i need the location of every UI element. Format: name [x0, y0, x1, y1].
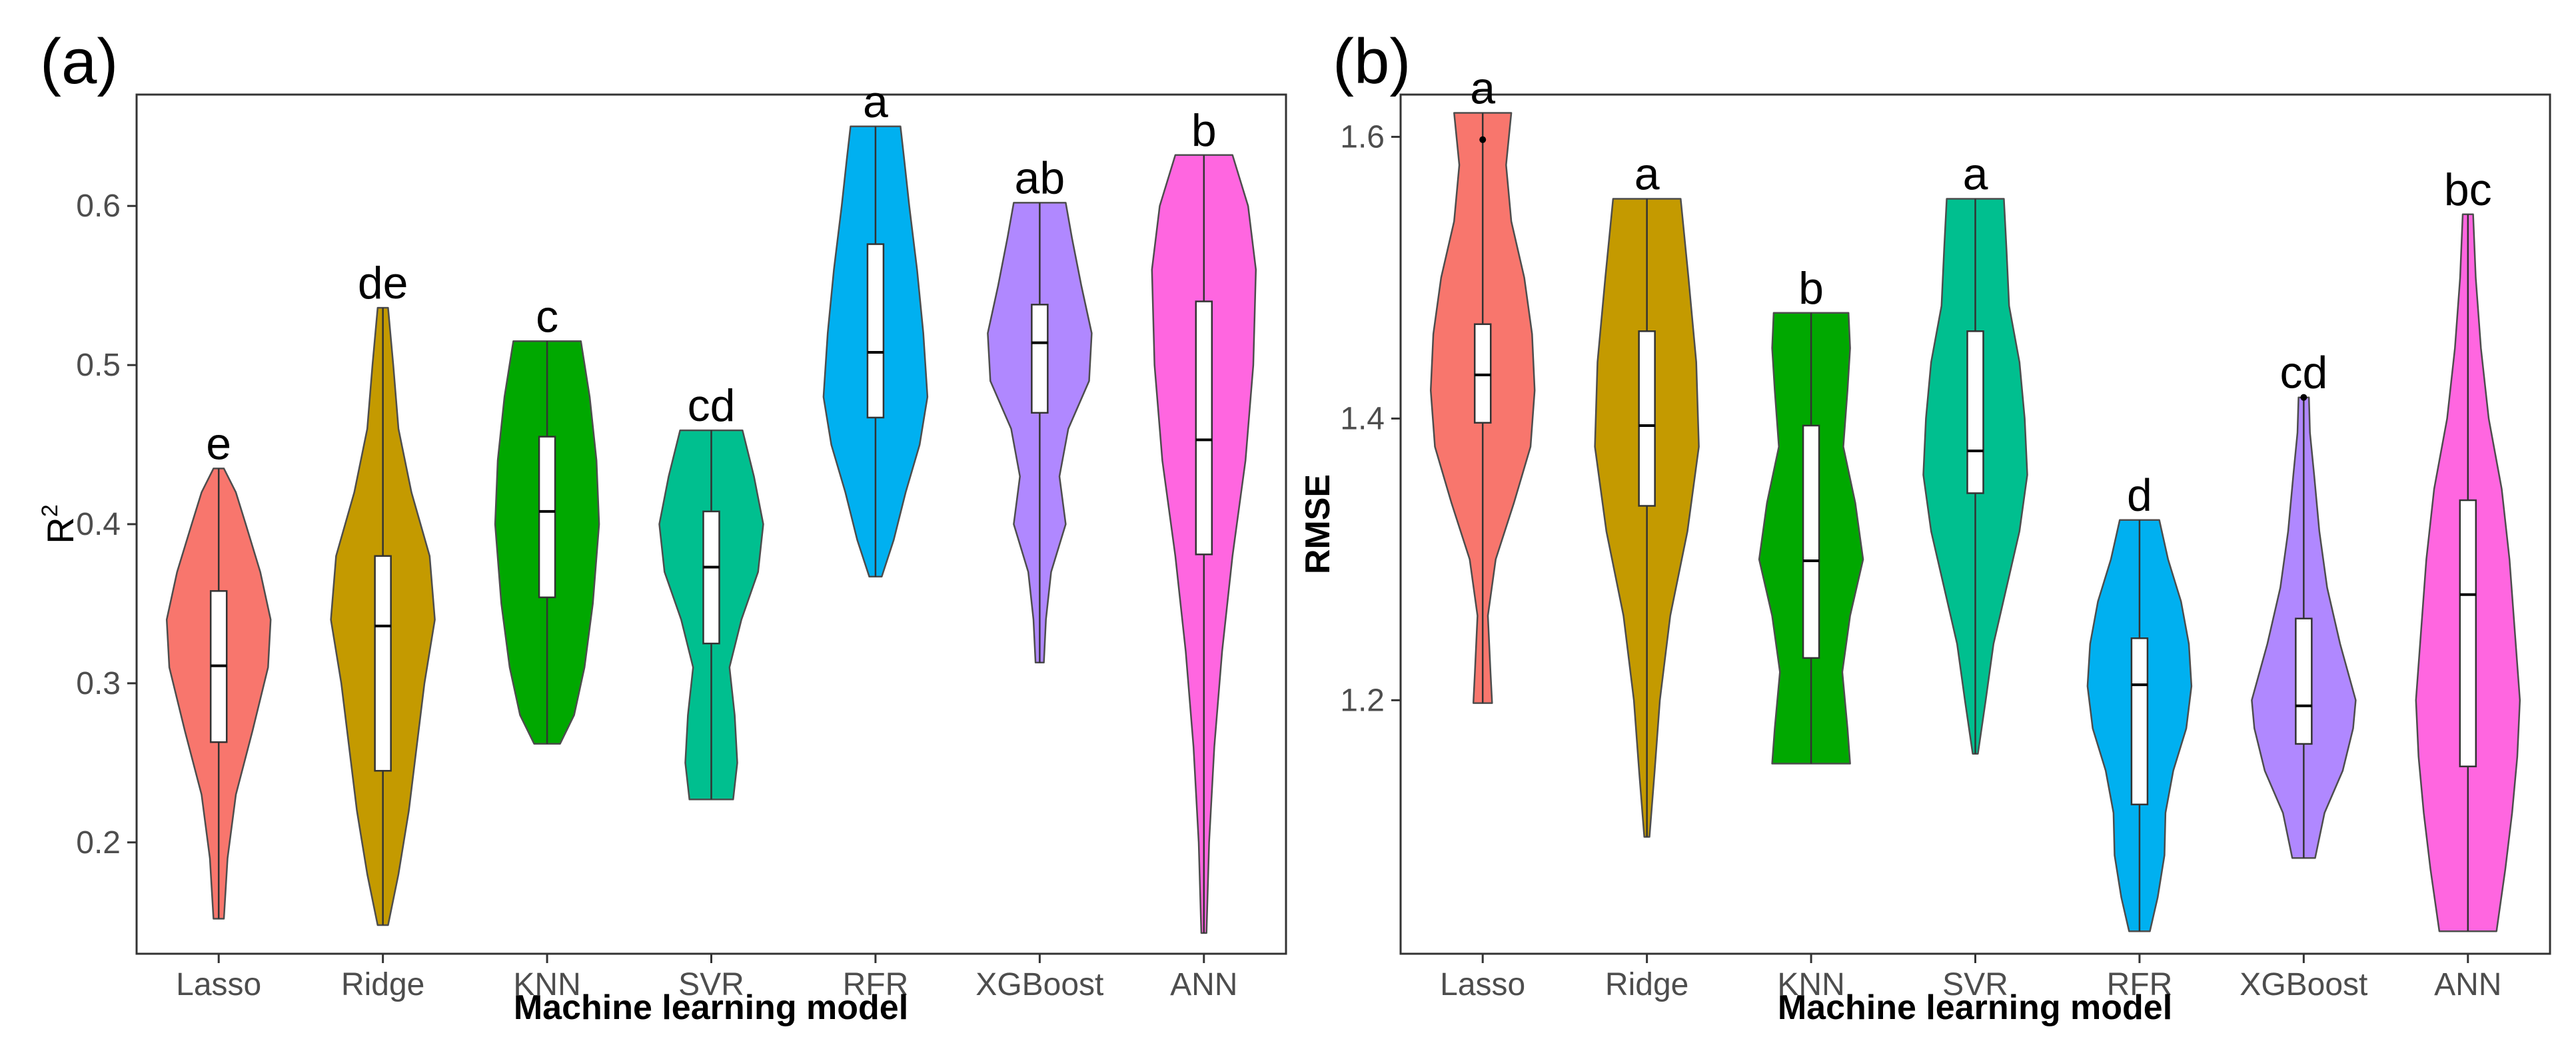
panel-b-box-svr	[1966, 330, 1984, 494]
panel-a-x-tick-label-ridge: Ridge	[341, 967, 424, 1002]
panel-b-y-tick-label: 1.6	[1340, 119, 1385, 155]
panel-b-significance-svr: a	[1963, 149, 1988, 199]
panel-a-box-ridge	[374, 555, 392, 772]
panel-a-x-tick-label-rfr: RFR	[843, 967, 909, 1002]
panel-a-y-axis: 0.2 0.3 0.4 0.5 0.6	[76, 188, 137, 861]
panel-b-x-tick-label-ann: ANN	[2434, 967, 2501, 1002]
panel-a-x-tick-label-ann: ANN	[1170, 967, 1237, 1002]
panel-b-x-tick-label-rfr: RFR	[2107, 967, 2173, 1002]
panel-a-x-tick-label-xgboost: XGBoost	[975, 967, 1103, 1002]
panel-a-y-tick-label: 0.4	[76, 507, 121, 542]
panel-a-box-knn	[538, 436, 556, 599]
panel-b-box-ridge	[1638, 330, 1656, 507]
panel-a-y-tick-label: 0.2	[76, 825, 121, 861]
panel-b-outlier-lasso	[1479, 136, 1487, 143]
panel-b-box-xgboost	[2295, 617, 2313, 745]
panel-a-y-tick-label: 0.3	[76, 666, 121, 701]
panel-b-x-axis-title: Machine learning model	[1778, 988, 2172, 1027]
panel-a-y-axis-title-superscript: 2	[37, 504, 63, 517]
panel-a-y-tick-label: 0.5	[76, 348, 121, 383]
panel-a-violins: e de c cd a ab b	[165, 77, 1257, 934]
panel-a: (a) e de c cd a ab b 0.2 0.3 0.4 0.5 0.6 Lasso Ridg…	[37, 26, 1287, 1027]
panel-a-y-axis-title-base: R	[39, 517, 81, 543]
panel-b-significance-xgboost: cd	[2279, 348, 2327, 398]
panel-a-y-axis-title: R2	[37, 504, 81, 543]
panel-a-label: (a)	[40, 26, 118, 97]
panel-a-significance-lasso: e	[206, 418, 231, 469]
panel-a-x-tick-label-lasso: Lasso	[176, 967, 261, 1002]
panel-b-outlier-xgboost	[2300, 394, 2307, 401]
panel-b-significance-lasso: a	[1470, 63, 1495, 113]
panel-b-y-axis: 1.2 1.4 1.6	[1340, 119, 1401, 718]
panel-b-significance-knn: b	[1798, 263, 1824, 314]
panel-a-box-xgboost	[1031, 304, 1049, 414]
panel-b-label: (b)	[1333, 26, 1411, 97]
panel-b-y-tick-label: 1.4	[1340, 401, 1385, 436]
panel-b-x-tick-label-svr: SVR	[1942, 967, 2008, 1002]
panel-b-box-lasso	[1473, 323, 1492, 424]
panel-b-significance-ridge: a	[1634, 149, 1660, 199]
panel-a-box-ann	[1195, 300, 1213, 555]
panel-a-box-rfr	[866, 243, 885, 419]
panel-b-significance-rfr: d	[2127, 470, 2152, 521]
panel-b-x-tick-label-knn: KNN	[1777, 967, 1844, 1002]
panel-b-x-tick-label-lasso: Lasso	[1440, 967, 1525, 1002]
panel-a-box-svr	[702, 510, 720, 645]
panel-a-significance-knn: c	[536, 291, 558, 342]
panel-b-violins: a a b a d cd bc	[1429, 63, 2521, 932]
panel-a-significance-ridge: de	[358, 258, 408, 308]
panel-a-x-tick-label-svr: SVR	[678, 967, 744, 1002]
panel-a-y-tick-label: 0.6	[76, 188, 121, 224]
panel-a-x-tick-label-knn: KNN	[513, 967, 580, 1002]
panel-b-box-knn	[1802, 424, 1820, 659]
panel-b-x-tick-label-ridge: Ridge	[1605, 967, 1688, 1002]
panel-b-box-rfr	[2130, 637, 2149, 806]
panel-b-box-ann	[2459, 499, 2477, 767]
panel-b-x-tick-label-xgboost: XGBoost	[2240, 967, 2367, 1002]
panel-b-y-axis-title: RMSE	[1299, 474, 1337, 574]
panel-a-significance-ann: b	[1191, 105, 1217, 156]
panel-b-y-tick-label: 1.2	[1340, 683, 1385, 718]
panel-b-significance-ann: bc	[2444, 165, 2492, 215]
panel-a-significance-rfr: a	[863, 77, 888, 127]
panel-b: (b) a a b a d cd bc 1.2 1.4 1.6 Lasso Ridge KNN SVR…	[1299, 26, 2551, 1027]
panel-a-significance-xgboost: ab	[1015, 153, 1065, 203]
panel-b-x-axis: Lasso Ridge KNN SVR RFR XGBoost ANN	[1440, 954, 2501, 1002]
panel-a-x-axis-title: Machine learning model	[514, 988, 908, 1027]
panel-a-x-axis: Lasso Ridge KNN SVR RFR XGBoost ANN	[176, 954, 1237, 1002]
panel-a-significance-svr: cd	[688, 380, 736, 431]
